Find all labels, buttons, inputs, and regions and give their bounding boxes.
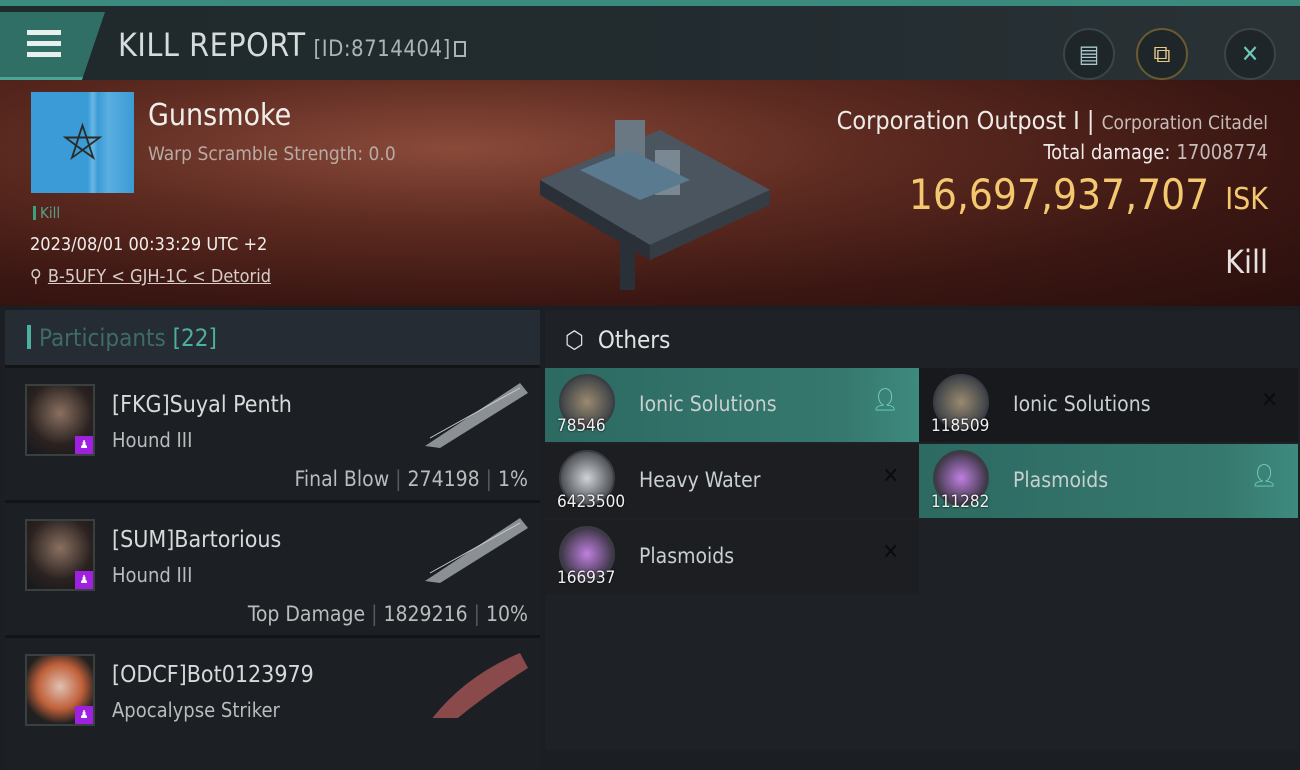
others-label: Others [597, 326, 671, 354]
kill-tag: Kill [33, 206, 60, 221]
item-tile[interactable]: 166937 Plasmoids ✕ [545, 520, 919, 594]
page-title: KILL REPORT [ID:8714404] [118, 26, 466, 64]
total-damage-value: 17008774 [1176, 140, 1268, 164]
participant-role: Top Damage [247, 602, 366, 626]
participants-panel: Participants [22] ♟ [FKG]Suyal Penth Hou… [5, 310, 540, 770]
participant-pct: 10% [486, 602, 528, 626]
item-name: Ionic Solutions [1013, 392, 1151, 416]
item-quantity: 6423500 [557, 492, 626, 512]
warp-scramble: Warp Scramble Strength: 0.0 [148, 143, 396, 165]
item-quantity: 78546 [557, 416, 606, 436]
close-icon: ✕ [1240, 40, 1260, 68]
victim-name[interactable]: Gunsmoke [148, 98, 292, 133]
isk-unit: ISK [1225, 182, 1268, 217]
participant-row[interactable]: ♟ [SUM]Bartorious Hound III Top Damage | 1… [5, 500, 540, 635]
others-header: ⬡ Others [545, 310, 1298, 368]
participant-row[interactable]: ♟ [FKG]Suyal Penth Hound III Final Blow |… [5, 365, 540, 500]
heavy-water-icon [559, 450, 615, 506]
participant-stats: Final Blow | 274198 | 1% [295, 467, 528, 491]
menu-icon-bar [27, 52, 61, 57]
title-text: KILL REPORT [118, 26, 306, 64]
others-panel: ⬡ Others 78546 Ionic Solutions 👤︎ 118509 Ion… [545, 310, 1298, 750]
participant-ship: Apocalypse Striker [112, 698, 280, 722]
avatar[interactable]: ♟ [25, 654, 95, 726]
result-label: Kill [1225, 243, 1268, 281]
isk-value: 16,697,937,707 ISK [909, 170, 1268, 219]
participant-name: [SUM]Bartorious [112, 527, 282, 553]
share-icon: ⧉ [1153, 40, 1171, 68]
divider: | [395, 467, 402, 491]
share-button[interactable]: ⧉ [1136, 28, 1188, 80]
pentagram-icon: ⛤ [62, 113, 103, 171]
item-name: Plasmoids [639, 544, 735, 568]
item-tile[interactable]: 78546 Ionic Solutions 👤︎ [545, 368, 919, 442]
location-link[interactable]: B-5UFY < GJH-1C < Detorid [47, 266, 271, 287]
menu-icon [27, 30, 61, 35]
divider: | [473, 602, 480, 626]
isk-amount: 16,697,937,707 [908, 170, 1210, 219]
item-quantity: 111282 [931, 492, 990, 512]
destroyed-x-icon: ✕ [882, 464, 899, 489]
item-tile[interactable]: 118509 Ionic Solutions ✕ [919, 368, 1298, 442]
kill-id: [ID:8714404] [313, 37, 451, 62]
item-quantity: 118509 [931, 416, 990, 436]
participant-ship: Hound III [112, 563, 193, 587]
ionic-solutions-icon [933, 374, 989, 430]
target-class: Corporation Citadel [1101, 112, 1268, 134]
rank-badge-icon: ♟ [75, 571, 93, 589]
item-tile[interactable]: 111282 Plasmoids 👤︎ [919, 444, 1298, 518]
location-pin-icon: ⚲ [30, 266, 42, 287]
ship-icon [425, 518, 528, 583]
participant-stats: Top Damage | 1829216 | 10% [248, 602, 528, 626]
item-tile[interactable]: 6423500 Heavy Water ✕ [545, 444, 919, 518]
person-icon: 👤︎ [871, 388, 899, 413]
participants-count: [22] [172, 324, 217, 352]
participants-header: Participants [22] [5, 310, 540, 365]
item-name: Heavy Water [639, 468, 761, 492]
plasmoids-icon [559, 526, 615, 582]
divider: | [485, 467, 493, 491]
target-name: Corporation Outpost I | Corporation Cita… [836, 106, 1268, 135]
kill-datetime: 2023/08/01 00:33:29 UTC +2 [30, 234, 268, 255]
close-button[interactable]: ✕ [1224, 28, 1276, 80]
item-name: Plasmoids [1013, 468, 1109, 492]
ship-icon [425, 383, 528, 448]
target-type: Corporation Outpost I [836, 106, 1080, 135]
copy-icon[interactable] [453, 41, 466, 57]
clipboard-icon: ▤ [1078, 40, 1100, 68]
participant-row[interactable]: ♟ [ODCF]Bot0123979 Apocalypse Striker [5, 635, 540, 770]
rank-badge-icon: ♟ [75, 706, 93, 724]
participants-label: Participants [39, 324, 166, 352]
person-icon: 👤︎ [1250, 464, 1278, 489]
plasmoids-icon [933, 450, 989, 506]
avatar[interactable]: ♟ [25, 384, 95, 456]
cube-icon: ⬡ [565, 326, 584, 354]
participant-damage: 1829216 [383, 602, 468, 626]
destroyed-x-icon: ✕ [882, 540, 899, 565]
divider: | [371, 602, 378, 626]
avatar[interactable]: ♟ [25, 519, 95, 591]
item-quantity: 166937 [557, 568, 616, 588]
structure-image [540, 120, 770, 290]
items-grid: 78546 Ionic Solutions 👤︎ 118509 Ionic Solut… [545, 368, 1298, 594]
ionic-solutions-icon [559, 374, 615, 430]
total-damage-label: Total damage: [1043, 140, 1171, 164]
participant-name: [FKG]Suyal Penth [112, 392, 292, 418]
title-bar: KILL REPORT [ID:8714404] ▤ ⧉ ✕ [0, 0, 1300, 80]
participant-ship: Hound III [112, 428, 193, 452]
participant-role: Final Blow [294, 467, 390, 491]
participant-pct: 1% [498, 467, 528, 491]
total-damage: Total damage: 17008774 [1043, 140, 1268, 164]
menu-button[interactable] [0, 12, 105, 80]
ship-icon [432, 653, 528, 718]
menu-icon-bar [27, 41, 61, 46]
participant-damage: 274198 [407, 467, 480, 491]
location: ⚲ B-5UFY < GJH-1C < Detorid [30, 266, 271, 287]
destroyed-x-icon: ✕ [1261, 388, 1278, 413]
rank-badge-icon: ♟ [75, 436, 93, 454]
participant-name: [ODCF]Bot0123979 [112, 662, 314, 688]
item-name: Ionic Solutions [639, 392, 777, 416]
corporation-logo: ⛤ [31, 92, 134, 193]
clipboard-button[interactable]: ▤ [1063, 28, 1115, 80]
